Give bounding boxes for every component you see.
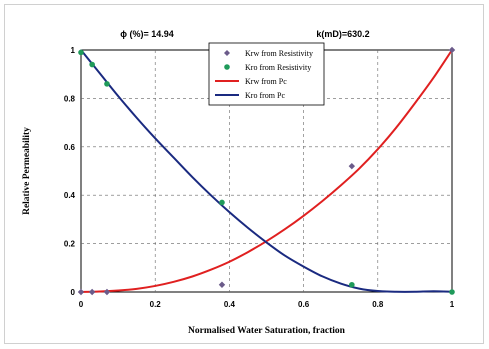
chart-frame: 0 0.2 0.4 0.6 0.8 1 0 0.2 0.4 0.6 0.8 1 ϕ (%)= 14.9… [4,4,484,344]
y-axis-label: Relative Permeability [22,127,32,215]
y-tick-label: 0.6 [64,143,76,152]
krw-resistivity-point [348,162,356,170]
kro-resistivity-point [89,61,95,68]
krw-resistivity-point [77,288,85,296]
x-tick-label: 0.2 [150,300,162,309]
kro-resistivity-point [349,281,355,288]
legend-swatch [224,64,230,70]
legend-label: Krw from Pc [245,77,287,86]
y-tick-label: 0 [71,288,76,297]
series-lines [80,49,453,293]
chart-svg: 0 0.2 0.4 0.6 0.8 1 0 0.2 0.4 0.6 0.8 1 ϕ (%)= 14.9… [22,29,456,336]
legend-label: Kro from Resistivity [245,63,311,72]
series-points [77,46,456,296]
y-tick-label: 0.4 [64,191,76,200]
x-axis-label: Normalised Water Saturation, fraction [188,326,346,336]
x-tick-label: 0.6 [298,300,310,309]
legend: Krw from Resistivity Kro from Resistivity… [208,42,325,106]
permeability-annotation: k(mD)=630.2 [316,29,369,39]
kro-resistivity-point [78,49,84,56]
krw-resistivity-point [218,281,226,288]
kro-resistivity-point [219,199,225,206]
kro-resistivity-point [104,81,110,87]
krw-resistivity-point [448,46,456,54]
series-line-3 [80,49,453,293]
legend-label: Krw from Resistivity [245,49,313,58]
legend-label: Kro from Pc [245,91,285,100]
y-tick-label: 1 [71,46,76,55]
x-tick-label: 0.8 [372,300,384,309]
y-tick-label: 0.8 [64,94,76,103]
y-tick-label: 0.2 [64,240,76,249]
tick-labels: 0 0.2 0.4 0.6 0.8 1 0 0.2 0.4 0.6 0.8 1 [64,46,455,309]
x-tick-label: 0.4 [224,300,236,309]
porosity-annotation: ϕ (%)= 14.94 [120,29,174,39]
x-tick-label: 0 [79,300,84,309]
krw-resistivity-point [103,288,111,296]
x-tick-label: 1 [450,300,455,309]
krw-resistivity-point [88,288,96,296]
kro-resistivity-point [449,289,455,295]
grid-lines [81,50,452,292]
legend-swatch [224,50,230,56]
